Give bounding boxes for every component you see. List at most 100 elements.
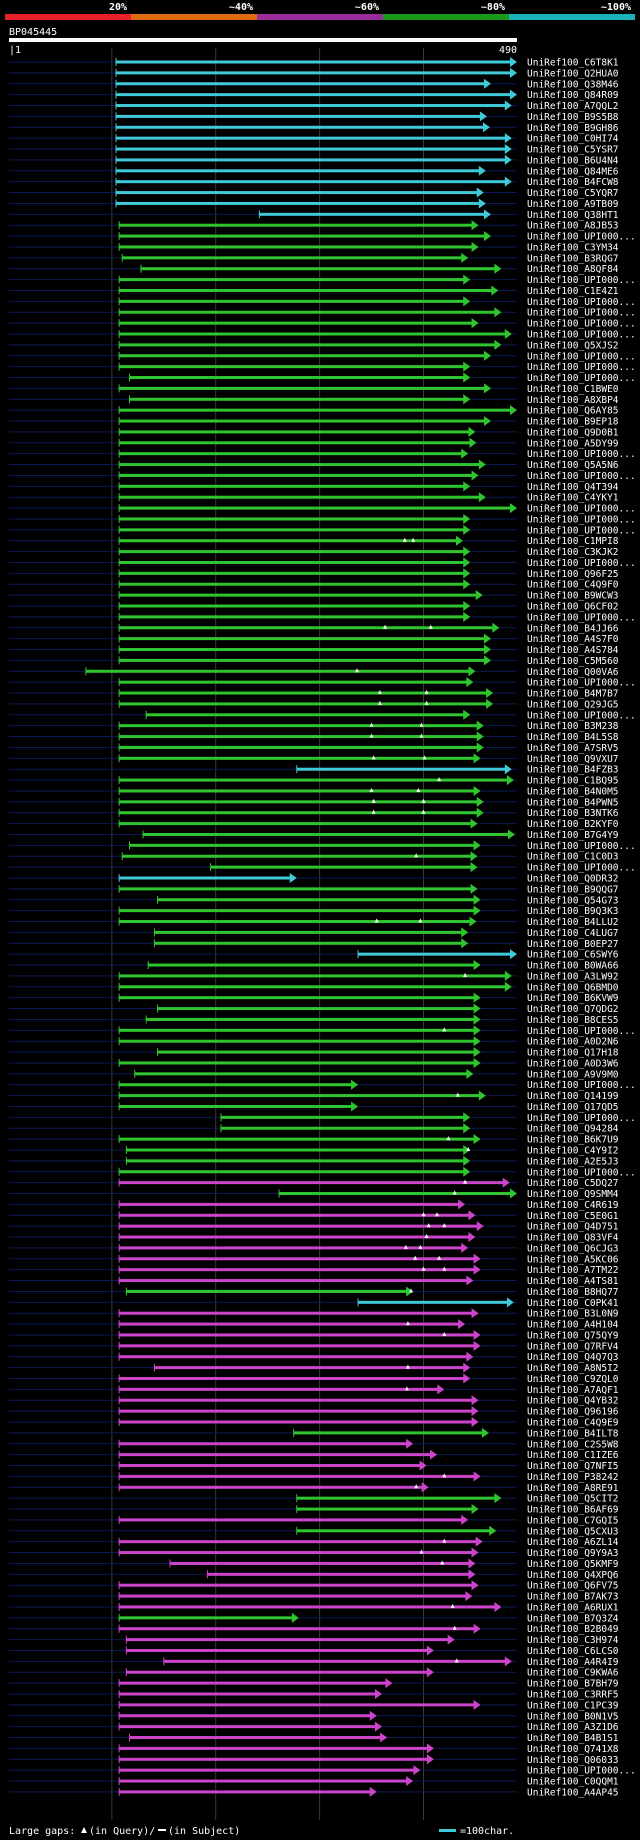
- hit-id: UniRef100_B6KVW9: [527, 993, 619, 1004]
- legend-segment: [131, 14, 257, 20]
- gap-marker: [463, 1179, 468, 1184]
- hit-id: UniRef100_UPI000...: [527, 308, 636, 319]
- hit-arrow: [463, 372, 471, 383]
- hit-arrow: [506, 1297, 514, 1308]
- hit-bar: [119, 778, 508, 782]
- hit-id: UniRef100_B6AF69: [527, 1505, 619, 1516]
- hit-arrow: [351, 1079, 359, 1090]
- hit-arrow: [504, 970, 512, 981]
- hit-id: UniRef100_C5M560: [527, 656, 619, 667]
- legend-label: ~100%: [601, 2, 631, 13]
- hit-row: UniRef100_Q6CF02: [9, 601, 619, 613]
- hit-row: UniRef100_UPI000...: [9, 557, 636, 569]
- hit-id: UniRef100_B4ILT8: [527, 1428, 619, 1439]
- legend-label: ~40%: [229, 2, 253, 13]
- hit-id: UniRef100_B0N1V5: [527, 1711, 619, 1722]
- hit-id: UniRef100_B4L5S8: [527, 732, 619, 743]
- gap-marker: [405, 1364, 410, 1369]
- hit-bar: [119, 658, 486, 662]
- hit-arrow: [504, 100, 512, 111]
- hit-row: UniRef100_A8JB53: [9, 220, 619, 232]
- hit-bar: [119, 637, 486, 641]
- hit-arrow: [486, 698, 494, 709]
- hit-bar: [119, 1398, 473, 1402]
- hit-bar: [126, 1148, 465, 1152]
- hit-arrow: [494, 1493, 502, 1504]
- hit-arrow: [504, 176, 512, 187]
- hit-row: UniRef100_UPI000...: [9, 1166, 636, 1178]
- hit-id: UniRef100_Q84ME6: [527, 166, 619, 177]
- hit-row: UniRef100_B3L0N9: [9, 1308, 619, 1320]
- hit-row: UniRef100_C9KWA6: [9, 1667, 619, 1679]
- hit-row: UniRef100_B3RQG7: [9, 252, 619, 264]
- hit-arrow: [471, 241, 479, 252]
- hit-arrow: [426, 1645, 434, 1656]
- hit-bar: [296, 1496, 496, 1500]
- hit-row: UniRef100_A8RE91: [9, 1482, 619, 1494]
- hit-row: UniRef100_A0D2N6: [9, 1036, 619, 1048]
- hit-row: UniRef100_B6U4N4: [9, 154, 619, 166]
- hit-id: UniRef100_C4Q9E9: [527, 1418, 619, 1429]
- hit-arrow: [478, 459, 486, 470]
- hit-arrow: [471, 318, 479, 329]
- gap-marker: [466, 1147, 471, 1151]
- hit-bar: [296, 1529, 491, 1533]
- hit-bar: [116, 125, 484, 129]
- hit-id: UniRef100_C6T8K1: [527, 58, 619, 69]
- hit-row: UniRef100_C6T8K1: [9, 57, 619, 69]
- hit-id: UniRef100_C6SWY6: [527, 950, 619, 961]
- hit-id: UniRef100_A4H104: [527, 1320, 619, 1331]
- gap-marker: [418, 1244, 423, 1249]
- hit-row: UniRef100_Q96196: [9, 1406, 619, 1418]
- hit-arrow: [413, 1765, 421, 1776]
- hit-id: UniRef100_A7QQL2: [527, 101, 619, 112]
- hit-arrow: [463, 1155, 471, 1166]
- hit-row: UniRef100_Q9Y9A3: [9, 1547, 619, 1559]
- hit-row: UniRef100_Q2HUA0: [9, 67, 619, 79]
- hit-id: UniRef100_Q9D0B1: [527, 427, 619, 438]
- hit-id: UniRef100_B3M238: [527, 721, 619, 732]
- hit-row: UniRef100_B4ILT8: [9, 1427, 619, 1439]
- hit-id: UniRef100_Q5CXU3: [527, 1526, 619, 1537]
- hit-arrow: [473, 1003, 481, 1014]
- query-id: BP045445: [9, 27, 57, 38]
- gap-marker: [446, 1136, 451, 1141]
- hit-bar: [154, 930, 463, 934]
- hit-id: UniRef100_A7AQF1: [527, 1385, 619, 1396]
- hit-row: UniRef100_B9QQG7: [9, 883, 619, 895]
- hit-arrow: [491, 285, 499, 296]
- hit-row: UniRef100_UPI000...: [9, 448, 636, 460]
- hit-arrow: [426, 1667, 434, 1678]
- hit-id: UniRef100_Q14199: [527, 1091, 619, 1102]
- hit-row: UniRef100_C0HI74: [9, 133, 619, 145]
- hit-bar: [116, 93, 511, 97]
- hit-arrow: [481, 1427, 489, 1438]
- hit-bar: [146, 1017, 475, 1021]
- hit-arrow: [504, 981, 512, 992]
- hit-id: UniRef100_C2S5W8: [527, 1439, 619, 1450]
- hit-id: UniRef100_C0QQM1: [527, 1777, 619, 1788]
- hit-arrow: [471, 1547, 479, 1558]
- hit-arrow: [463, 568, 471, 579]
- hit-arrow: [463, 296, 471, 307]
- hit-row: UniRef100_Q54G73: [9, 894, 619, 906]
- hit-bar: [220, 1126, 465, 1130]
- hit-arrow: [461, 448, 469, 459]
- hit-row: UniRef100_Q9D0B1: [9, 426, 619, 438]
- hit-id: UniRef100_UPI000...: [527, 471, 636, 482]
- hit-id: UniRef100_C0PK41: [527, 1298, 619, 1309]
- hit-bar: [119, 1692, 376, 1696]
- hit-id: UniRef100_UPI000...: [527, 558, 636, 569]
- hit-bar: [119, 1235, 470, 1239]
- hit-bar: [119, 1311, 473, 1315]
- hit-bar: [259, 212, 486, 216]
- hit-bar: [116, 169, 480, 173]
- hit-arrow: [473, 1264, 481, 1275]
- hit-id: UniRef100_A5KC06: [527, 1254, 619, 1265]
- gap-marker: [369, 787, 374, 792]
- hit-bar: [119, 1453, 432, 1457]
- hit-row: UniRef100_UPI000...: [9, 307, 636, 319]
- hit-row: UniRef100_A8N5I2: [9, 1362, 619, 1374]
- hit-row: UniRef100_B6AF69: [9, 1504, 619, 1516]
- hit-id: UniRef100_Q9Y9A3: [527, 1548, 619, 1559]
